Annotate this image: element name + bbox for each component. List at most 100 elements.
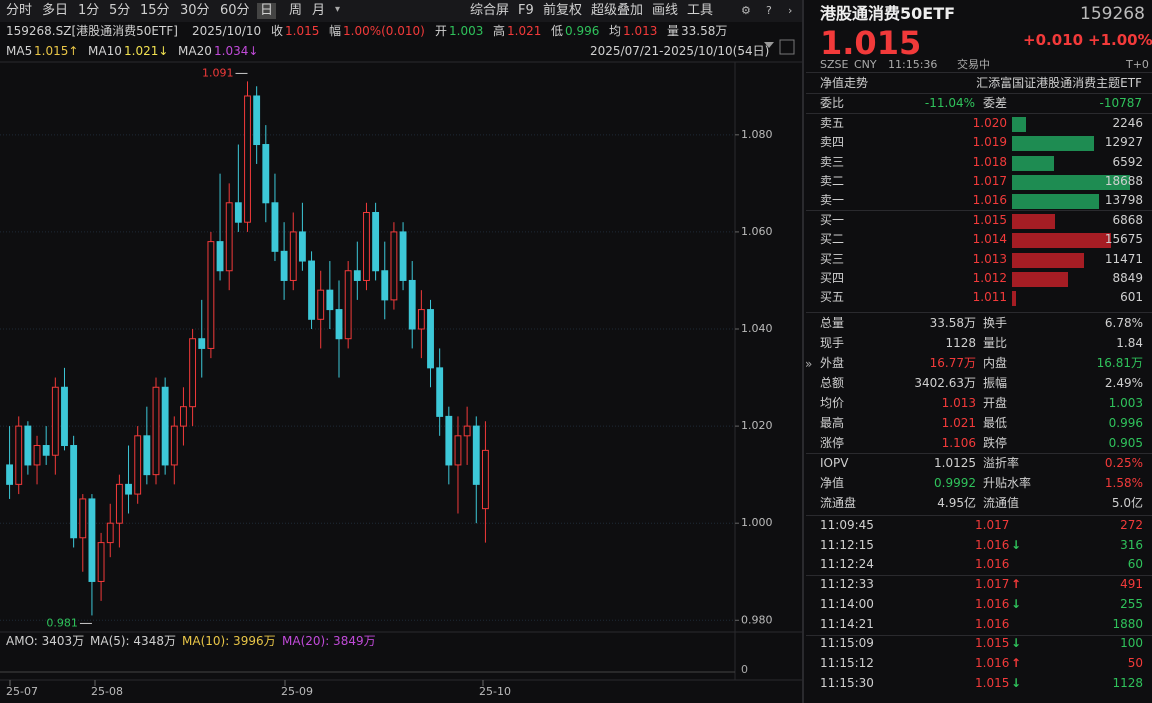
candle-body [70, 445, 78, 539]
tool-button[interactable]: 画线 [652, 3, 679, 18]
expand-icon[interactable]: » [805, 357, 813, 371]
date-range: 2025/07/21-2025/10/10(54日) [590, 44, 770, 58]
trade-volume: 491 [1120, 577, 1143, 592]
trade-price: 1.017 [975, 577, 1010, 592]
candle-body [335, 309, 343, 340]
period-tab[interactable]: 分时 [6, 3, 33, 18]
security-code: 159268.SZ[港股通消费50ETF] [6, 24, 178, 38]
stat-value: 0.9992 [934, 476, 976, 490]
label: 委差 [983, 96, 1008, 110]
candle-body [125, 483, 132, 495]
divider [806, 515, 1152, 516]
book-label: 卖五 [820, 116, 845, 130]
candle-body [317, 289, 325, 320]
info-value: 1.003 [449, 24, 484, 38]
stat-label: 总量 [820, 316, 845, 330]
book-volume: 18688 [1104, 173, 1143, 188]
help-icon[interactable]: ? [766, 4, 772, 17]
security-code: 159268 [1080, 4, 1145, 24]
tool-button[interactable]: F9 [518, 3, 534, 18]
stat-value: 5.0亿 [1111, 496, 1143, 510]
period-tab[interactable]: 周 [289, 3, 303, 18]
candle-body [170, 425, 178, 466]
candle-body [344, 270, 352, 340]
trade-price: 1.016 [975, 596, 1010, 611]
candle-body [427, 309, 434, 369]
stat-value: 1.013 [941, 396, 976, 410]
period-tab[interactable]: 15分 [140, 3, 170, 18]
stat-label: 振幅 [983, 376, 1008, 390]
tool-button[interactable]: 前复权 [543, 3, 583, 18]
book-volume: 12927 [1104, 135, 1143, 150]
info-label: 量 [667, 24, 680, 38]
period-tab[interactable]: 30分 [180, 3, 210, 18]
book-volume: 6868 [1112, 213, 1143, 227]
last-price: 1.015 [820, 24, 922, 62]
divider [806, 210, 1152, 211]
tool-button[interactable]: 超级叠加 [591, 3, 644, 18]
next-icon[interactable]: › [788, 4, 792, 17]
trade-arrow: ↑ [1011, 655, 1022, 670]
candle-body [24, 425, 32, 466]
trade-price: 1.017 [975, 518, 1010, 532]
ma-label: MA20 [178, 44, 212, 58]
divider [806, 634, 1152, 636]
candle-body [143, 435, 151, 476]
candle-body [225, 202, 233, 272]
book-label: 买三 [820, 251, 845, 266]
dropdown-icon: ▾ [335, 4, 341, 15]
depth-bar [1012, 214, 1056, 229]
info-value: 1.013 [623, 24, 658, 38]
book-volume: 601 [1120, 290, 1143, 305]
amo-item: MA(10): 3996万 [182, 634, 276, 648]
candle-body [289, 231, 297, 281]
tool-button[interactable]: 工具 [687, 3, 714, 18]
book-price: 1.012 [972, 270, 1007, 285]
candle-body [372, 211, 380, 272]
book-label: 卖二 [820, 173, 845, 188]
period-tab[interactable]: 1分 [78, 3, 100, 18]
settings-icon[interactable]: ⚙ [741, 4, 751, 17]
info-value: 33.58万 [681, 24, 728, 38]
stat-label: 升贴水率 [983, 476, 1032, 490]
info-value: 1.021 [507, 24, 542, 38]
trade-volume: 316 [1120, 537, 1143, 552]
book-volume: 8849 [1112, 270, 1143, 285]
divider [806, 93, 1152, 94]
depth-bar [1012, 136, 1094, 152]
dropdown-icon[interactable] [764, 42, 774, 48]
stat-value: 6.78% [1104, 316, 1143, 330]
trade-arrow: ↑ [1011, 577, 1022, 592]
period-tab[interactable]: 月 [312, 3, 326, 18]
candle-body [207, 241, 215, 349]
trade-time: 11:12:15 [820, 537, 874, 552]
info-label: 幅 [329, 24, 342, 38]
candle-body [445, 415, 453, 466]
candle-body [472, 425, 480, 485]
stat-value: 3402.63万 [914, 376, 976, 390]
info-label: 低 [551, 24, 564, 38]
period-tab[interactable]: 日 [257, 3, 277, 19]
book-volume: 11471 [1104, 251, 1143, 266]
period-tab[interactable]: 多日 [42, 3, 69, 18]
ma-value: 1.034↓ [214, 44, 259, 58]
weibi-value: -11.04% [924, 96, 975, 110]
period-tab[interactable]: 5分 [109, 3, 131, 18]
candle-body [390, 231, 398, 301]
book-price: 1.018 [972, 154, 1007, 169]
candle-body [198, 338, 206, 349]
candle-body [417, 309, 425, 330]
candle-body [262, 144, 270, 204]
trade-volume: 60 [1127, 557, 1143, 572]
stat-value: 1.106 [941, 436, 976, 450]
panel-divider [802, 0, 804, 703]
candle-body [298, 231, 306, 262]
candle-body [280, 250, 288, 281]
ma-value: 1.021↓ [124, 44, 169, 58]
candle-body [271, 202, 279, 252]
collapse-icon[interactable] [779, 39, 795, 55]
tool-button[interactable]: 综合屏 [470, 3, 510, 18]
period-tab[interactable]: 60分 [220, 3, 250, 18]
stat-label: 最高 [820, 416, 845, 430]
